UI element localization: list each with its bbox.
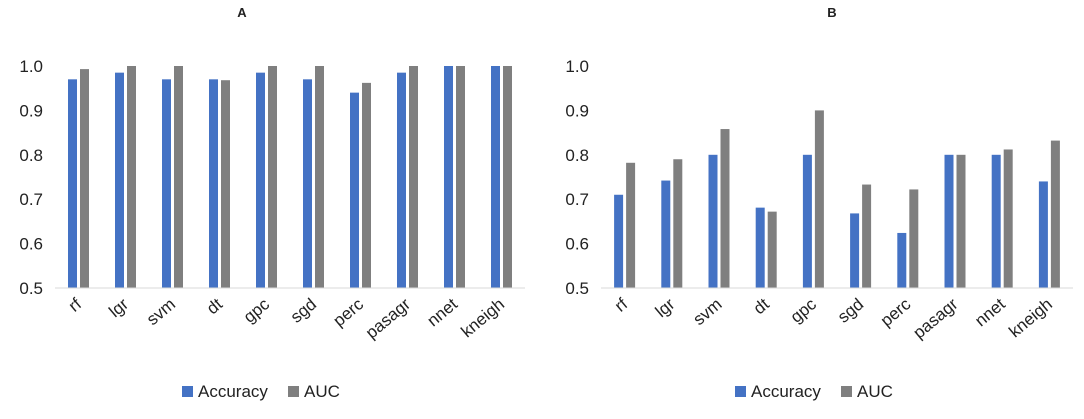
x-tick-label: pasagr <box>362 294 414 342</box>
legend-swatch-auc <box>841 386 852 397</box>
x-tick-label: rf <box>611 294 631 315</box>
bar-auc <box>862 184 872 288</box>
legend-swatch-accuracy <box>735 386 746 397</box>
bar-accuracy <box>162 79 171 288</box>
bar-auc <box>626 162 636 288</box>
bar-accuracy <box>209 79 218 288</box>
y-tick-label: 0.6 <box>19 235 43 254</box>
bar-accuracy <box>397 72 406 288</box>
y-tick-label: 0.9 <box>19 101 43 120</box>
x-tick-label: perc <box>877 294 915 330</box>
bar-accuracy <box>303 79 312 288</box>
legend-label-accuracy: Accuracy <box>751 382 821 401</box>
bar-accuracy <box>115 72 124 288</box>
bar-auc <box>767 211 777 288</box>
x-tick-label: perc <box>330 294 368 330</box>
bar-accuracy <box>897 232 907 288</box>
x-tick-label: nnet <box>424 294 462 330</box>
bar-auc <box>673 159 683 288</box>
y-tick-label: 0.7 <box>565 190 589 209</box>
bar-accuracy <box>850 213 860 288</box>
chart-b: B 0.5 0.6 0.7 0.8 0.9 1.0 rf lgr svm dt gpc sgd percp… <box>565 5 1073 401</box>
chart-a: A 0.5 0.6 0.7 0.8 0.9 1.0 rf lgr svm dt gpc sgd percp… <box>19 5 525 401</box>
legend-label-accuracy: Accuracy <box>198 382 268 401</box>
bar-auc <box>720 129 730 288</box>
x-tick-label: sgd <box>834 295 867 327</box>
bar-auc <box>268 66 277 288</box>
bar-auc <box>909 189 919 288</box>
bar-accuracy <box>755 207 765 288</box>
bar-auc <box>409 66 418 288</box>
bar-accuracy <box>491 66 500 288</box>
panel-a: A 0.5 0.6 0.7 0.8 0.9 1.0 rf lgr svm dt gpc sgd perc p… <box>0 0 542 414</box>
y-tick-label: 0.5 <box>19 279 43 298</box>
x-tick-label: gpc <box>787 294 821 326</box>
y-tick-label: 1.0 <box>565 57 589 76</box>
x-tick-label: dt <box>203 294 226 318</box>
chart-title: B <box>827 5 836 20</box>
bar-auc <box>503 66 512 288</box>
y-tick-label: 0.8 <box>19 146 43 165</box>
bar-accuracy <box>991 154 1001 288</box>
bar-auc <box>174 66 183 288</box>
legend-swatch-auc <box>288 386 299 397</box>
x-tick-label: pasagr <box>910 294 962 342</box>
x-tick-label: gpc <box>240 294 274 326</box>
bar-auc <box>315 66 324 288</box>
x-tick-label: lgr <box>105 294 132 321</box>
panel-b: B 0.5 0.6 0.7 0.8 0.9 1.0 rf lgr svm dt gpc sgd perc p… <box>542 0 1084 414</box>
bar-auc <box>362 82 371 288</box>
y-tick-label: 0.6 <box>565 235 589 254</box>
y-tick-label: 0.9 <box>565 101 589 120</box>
x-tick-label: rf <box>65 294 85 315</box>
y-tick-label: 1.0 <box>19 57 43 76</box>
y-tick-label: 0.5 <box>565 279 589 298</box>
bar-accuracy <box>256 72 265 288</box>
x-tick-label: kneigh <box>457 295 508 342</box>
x-tick-label: nnet <box>971 294 1009 330</box>
chart-title: A <box>237 5 247 20</box>
bar-auc <box>956 154 966 288</box>
bar-auc <box>814 110 824 289</box>
bar-accuracy <box>1038 181 1048 288</box>
bar-accuracy <box>802 154 812 288</box>
bar-accuracy <box>68 79 77 288</box>
legend-swatch-accuracy <box>182 386 193 397</box>
bar-accuracy <box>444 66 453 288</box>
bar-accuracy <box>944 154 954 288</box>
y-tick-label: 0.8 <box>565 146 589 165</box>
x-tick-label: svm <box>143 295 179 330</box>
legend-label-auc: AUC <box>857 382 893 401</box>
x-tick-label: dt <box>750 294 773 318</box>
x-tick-label: sgd <box>287 295 320 327</box>
x-tick-label: lgr <box>652 294 679 321</box>
legend-label-auc: AUC <box>304 382 340 401</box>
bar-accuracy <box>661 180 671 288</box>
bar-accuracy <box>350 92 359 288</box>
bar-auc <box>221 80 230 288</box>
bar-auc <box>80 69 89 288</box>
x-tick-label: svm <box>689 295 725 330</box>
bar-auc <box>127 66 136 288</box>
x-tick-label: kneigh <box>1005 295 1056 342</box>
bar-auc <box>1050 140 1060 288</box>
bar-accuracy <box>614 194 624 288</box>
y-tick-label: 0.7 <box>19 190 43 209</box>
bar-accuracy <box>708 154 718 288</box>
bar-auc <box>456 66 465 288</box>
bar-auc <box>1003 149 1013 288</box>
